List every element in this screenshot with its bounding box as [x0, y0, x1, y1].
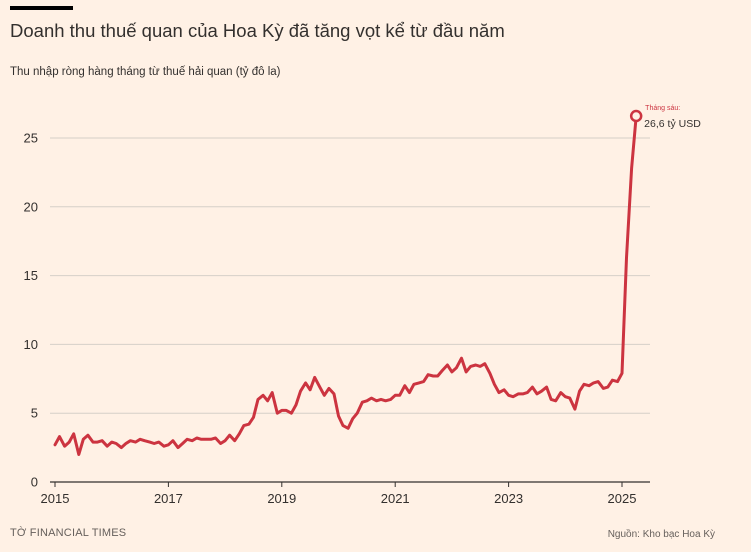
y-tick-label: 5: [31, 406, 38, 421]
footer-source: Nguồn: Kho bạc Hoa Kỳ: [607, 529, 715, 540]
x-tick-label: 2019: [267, 491, 296, 506]
y-axis-ticks: 0 5 10 15 20 25: [24, 131, 38, 490]
x-tick-label: 2021: [381, 491, 410, 506]
x-axis-ticks: 2015 2017 2019 2021 2023 2025: [41, 482, 637, 506]
y-tick-label: 25: [24, 131, 38, 146]
annotation-label: Tháng sáu:: [645, 105, 680, 112]
annotation-value: 26,6 tỷ USD: [644, 118, 701, 130]
chart-title: Doanh thu thuế quan của Hoa Kỳ đã tăng v…: [10, 20, 505, 41]
y-tick-label: 10: [24, 337, 38, 352]
endpoint-marker: [629, 109, 643, 123]
ft-brand-bar: [10, 6, 73, 10]
y-tick-label: 15: [24, 268, 38, 283]
y-tick-label: 20: [24, 199, 38, 214]
chart-subtitle: Thu nhập ròng hàng tháng từ thuế hải qua…: [10, 66, 281, 78]
gridlines: [50, 137, 650, 483]
y-tick-label: 0: [31, 475, 38, 490]
footer-credit: TỜ FINANCIAL TIMES: [10, 527, 127, 539]
series-line: [53, 114, 638, 456]
x-tick-label: 2025: [608, 491, 637, 506]
x-tick-label: 2017: [154, 491, 183, 506]
x-tick-label: 2015: [41, 491, 70, 506]
x-tick-label: 2023: [494, 491, 523, 506]
